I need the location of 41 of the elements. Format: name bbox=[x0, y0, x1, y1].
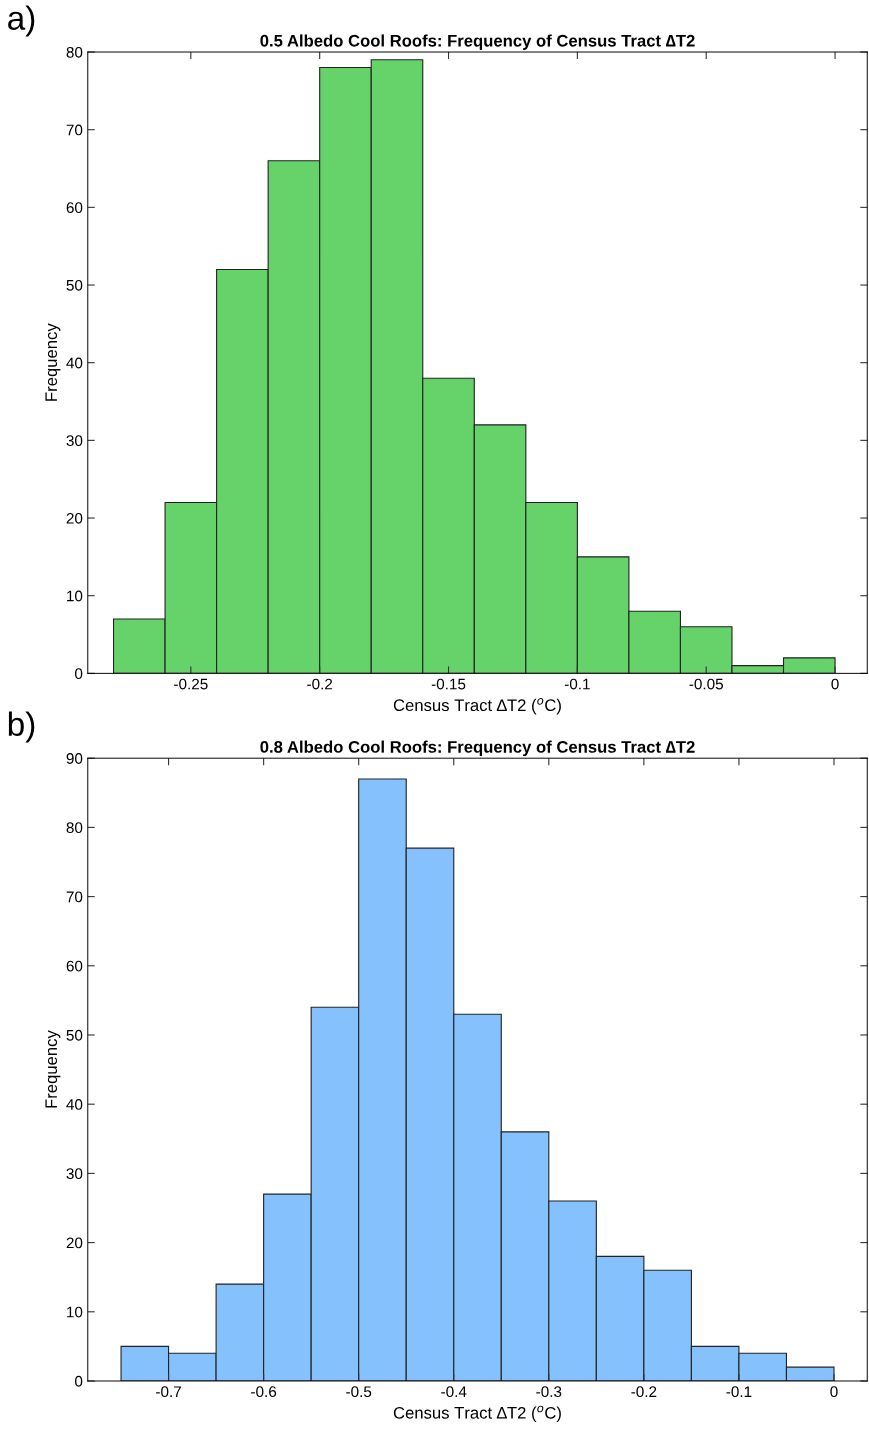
y-tick-label: 30 bbox=[66, 1168, 83, 1180]
x-tick-label: -0.1 bbox=[564, 678, 590, 690]
x-tick-label: 0 bbox=[831, 678, 839, 690]
y-axis-title: Frequency bbox=[45, 323, 61, 401]
x-tick-label: -0.2 bbox=[307, 678, 333, 690]
x-tick-label: -0.2 bbox=[631, 1386, 657, 1398]
y-tick-label: 60 bbox=[66, 960, 83, 972]
x-tick-label: -0.5 bbox=[346, 1386, 372, 1398]
y-tick-label: 10 bbox=[67, 590, 83, 602]
y-tick-label: 40 bbox=[66, 1099, 83, 1110]
y-tick-label: 30 bbox=[66, 435, 83, 447]
x-axis-title: Census Tract ∆T2 ($^{o}$C) bbox=[393, 698, 561, 715]
x-tick-label: -0.6 bbox=[251, 1386, 277, 1398]
x-tick-label: -0.7 bbox=[156, 1386, 181, 1398]
y-tick-label: 0 bbox=[75, 1375, 83, 1387]
x-tick-label: -0.15 bbox=[431, 678, 466, 690]
y-tick-label: 20 bbox=[66, 1237, 83, 1249]
y-tick-label: 80 bbox=[66, 46, 83, 58]
y-tick-label: 70 bbox=[66, 891, 83, 903]
y-tick-label: 70 bbox=[66, 124, 83, 136]
x-tick-label: -0.1 bbox=[726, 1386, 752, 1398]
y-tick-label: 0 bbox=[75, 668, 83, 680]
y-tick-label: 80 bbox=[66, 822, 83, 834]
x-axis-title: Census Tract ∆T2 ($^{o}$C) bbox=[393, 1405, 561, 1423]
y-tick-label: 50 bbox=[66, 279, 83, 291]
y-tick-label: 60 bbox=[66, 202, 83, 214]
y-tick-label: 90 bbox=[66, 753, 83, 764]
y-axis-title: Frequency bbox=[45, 1030, 61, 1108]
y-tick-label: 40 bbox=[66, 357, 83, 369]
text: a) bbox=[8, 5, 35, 37]
x-tick-label: -0.3 bbox=[536, 1386, 562, 1398]
x-tick-label: -0.4 bbox=[441, 1386, 467, 1398]
y-tick-label: 10 bbox=[67, 1306, 83, 1318]
chart-title: 0.5 Albedo Cool Roofs: Frequency of Census Tract ∆T2 bbox=[260, 34, 695, 50]
x-tick-label: -0.25 bbox=[174, 678, 208, 690]
y-tick-label: 50 bbox=[66, 1029, 83, 1041]
chart-title: 0.8 Albedo Cool Roofs: Frequency of Census Tract ∆T2 bbox=[260, 740, 695, 757]
x-tick-label: 0 bbox=[830, 1386, 838, 1398]
x-tick-label: -0.05 bbox=[689, 678, 723, 690]
y-tick-label: 20 bbox=[66, 512, 83, 524]
text: b) bbox=[8, 711, 35, 743]
